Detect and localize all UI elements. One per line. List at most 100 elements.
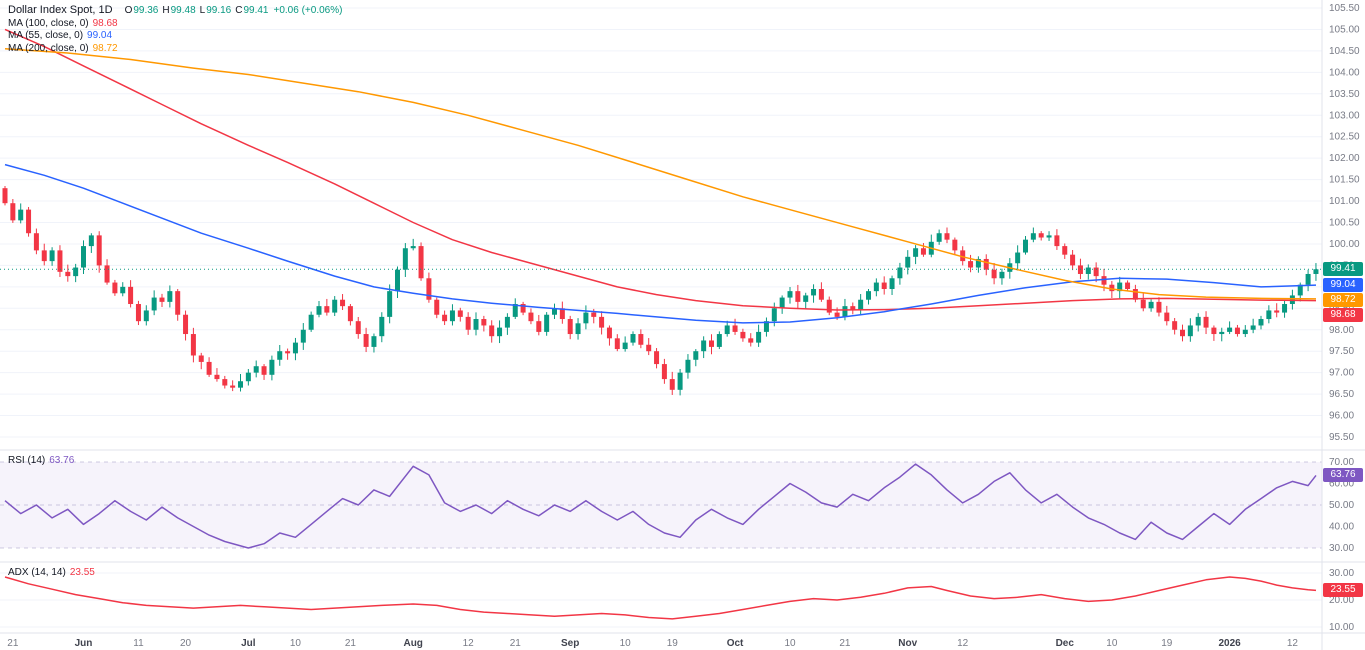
candle[interactable]	[2, 186, 8, 206]
candle[interactable]	[968, 254, 974, 273]
adx-line[interactable]	[4, 576, 1317, 620]
candle[interactable]	[858, 294, 864, 315]
candle[interactable]	[1085, 264, 1091, 280]
ma200-legend-row[interactable]: MA (200, close, 0) 98.72	[8, 43, 342, 55]
candle[interactable]	[1030, 227, 1036, 243]
candle[interactable]	[277, 344, 283, 366]
candle[interactable]	[928, 234, 934, 258]
candle[interactable]	[65, 264, 71, 282]
candle[interactable]	[1203, 311, 1209, 335]
candle[interactable]	[1062, 243, 1068, 259]
candle[interactable]	[434, 297, 440, 319]
candle[interactable]	[1227, 321, 1233, 335]
symbol-title[interactable]: Dollar Index Spot, 1D	[8, 4, 113, 16]
time-axis-labels[interactable]: 21 Jun 11 20 Jul 10 21 Aug 12 21 Sep 10 19 Oct 10 21 Nov…	[7, 638, 1298, 649]
candle[interactable]	[552, 303, 557, 320]
candle[interactable]	[748, 333, 754, 347]
candle[interactable]	[426, 272, 432, 303]
candle[interactable]	[175, 288, 181, 321]
candle[interactable]	[873, 278, 879, 297]
candle[interactable]	[1180, 324, 1185, 342]
candle[interactable]	[81, 240, 86, 274]
candle[interactable]	[497, 320, 503, 344]
candle[interactable]	[559, 301, 565, 324]
candle[interactable]	[308, 311, 314, 332]
candle[interactable]	[1266, 305, 1272, 324]
candle[interactable]	[285, 348, 291, 360]
candle[interactable]	[983, 254, 989, 276]
candle[interactable]	[1187, 318, 1193, 342]
candle[interactable]	[379, 312, 385, 343]
candle[interactable]	[991, 262, 997, 285]
candle[interactable]	[528, 308, 534, 325]
candle[interactable]	[442, 310, 448, 326]
candle[interactable]	[960, 246, 966, 266]
candle[interactable]	[449, 304, 455, 326]
candle[interactable]	[316, 300, 322, 318]
candle[interactable]	[606, 325, 612, 346]
candle[interactable]	[1070, 249, 1076, 271]
candle[interactable]	[230, 380, 236, 392]
candle[interactable]	[1219, 327, 1225, 342]
candle[interactable]	[324, 298, 330, 316]
candle[interactable]	[724, 320, 730, 337]
candle[interactable]	[363, 327, 369, 353]
candle[interactable]	[214, 368, 220, 382]
candle[interactable]	[159, 293, 165, 308]
candle[interactable]	[669, 371, 675, 395]
candle[interactable]	[1211, 325, 1217, 341]
candle[interactable]	[944, 227, 950, 244]
ma100-legend-row[interactable]: MA (100, close, 0) 98.68	[8, 18, 342, 30]
candle[interactable]	[26, 206, 32, 237]
candle[interactable]	[1164, 305, 1170, 326]
candle[interactable]	[1132, 284, 1138, 303]
candle[interactable]	[826, 296, 832, 316]
candle[interactable]	[1023, 235, 1028, 255]
candle[interactable]	[410, 238, 416, 251]
rsi-legend[interactable]: RSI (14) 63.76	[8, 455, 74, 466]
adx-legend[interactable]: ADX (14, 14) 23.55	[8, 567, 95, 578]
candle[interactable]	[1117, 276, 1123, 299]
candle[interactable]	[779, 295, 785, 314]
candle[interactable]	[418, 242, 424, 281]
candle[interactable]	[536, 314, 542, 336]
candle[interactable]	[1054, 229, 1060, 250]
candle[interactable]	[1313, 263, 1319, 281]
candle[interactable]	[913, 245, 919, 265]
candle[interactable]	[897, 262, 903, 285]
candle[interactable]	[269, 355, 275, 381]
candle[interactable]	[300, 323, 306, 350]
ma55-legend-row[interactable]: MA (55, close, 0) 99.04	[8, 30, 342, 42]
candle[interactable]	[811, 284, 817, 303]
candle[interactable]	[395, 266, 400, 299]
candle[interactable]	[630, 331, 636, 346]
candle[interactable]	[120, 282, 126, 297]
candle[interactable]	[222, 375, 228, 389]
candle[interactable]	[10, 199, 16, 223]
candle[interactable]	[763, 317, 769, 337]
candle[interactable]	[677, 368, 683, 396]
candle[interactable]	[18, 203, 24, 224]
symbol-legend-row[interactable]: Dollar Index Spot, 1D O99.36 H99.48 L99.16 C…	[8, 4, 342, 17]
candle[interactable]	[1282, 300, 1288, 318]
candle[interactable]	[1195, 313, 1201, 332]
candle[interactable]	[544, 312, 550, 336]
candle[interactable]	[183, 310, 189, 341]
candle[interactable]	[57, 245, 63, 277]
candle[interactable]	[685, 354, 691, 379]
candle[interactable]	[512, 298, 518, 320]
candle[interactable]	[41, 243, 47, 266]
candle[interactable]	[795, 284, 801, 309]
candle[interactable]	[206, 357, 212, 377]
candle[interactable]	[481, 315, 487, 332]
candle[interactable]	[1242, 325, 1248, 338]
candle[interactable]	[975, 256, 981, 273]
candle[interactable]	[1038, 231, 1044, 241]
candle[interactable]	[646, 338, 652, 356]
candle[interactable]	[1148, 299, 1154, 312]
candle[interactable]	[622, 336, 628, 352]
candle[interactable]	[489, 320, 495, 343]
candle[interactable]	[583, 305, 589, 330]
candle[interactable]	[1015, 245, 1021, 271]
candle[interactable]	[355, 316, 361, 339]
